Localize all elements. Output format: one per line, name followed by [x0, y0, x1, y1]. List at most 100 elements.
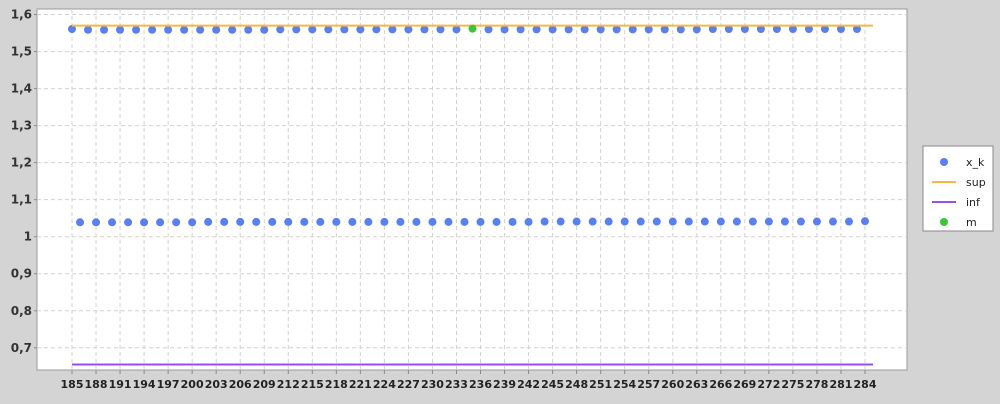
data-point-x-k	[652, 217, 661, 226]
data-point-x-k	[692, 25, 701, 34]
data-point-x-k	[748, 217, 757, 226]
data-point-x-k	[172, 218, 181, 227]
data-point-x-k	[276, 25, 285, 34]
data-point-x-k	[516, 25, 525, 34]
x-tick-label: 206	[229, 378, 252, 391]
x-tick-label: 227	[397, 378, 420, 391]
x-tick-label: 245	[541, 378, 564, 391]
x-tick-label: 221	[349, 378, 372, 391]
data-point-x-k	[668, 217, 677, 226]
y-tick-label: 0,7	[11, 341, 32, 355]
x-tick-label: 230	[421, 378, 444, 391]
data-point-x-k	[836, 24, 845, 33]
data-point-x-k	[140, 218, 149, 227]
x-tick-label: 275	[781, 378, 804, 391]
data-point-x-k	[812, 217, 821, 226]
data-point-x-k	[644, 25, 653, 34]
y-tick-label: 1,2	[11, 156, 32, 170]
data-point-x-k	[268, 217, 277, 226]
data-point-x-k	[84, 25, 93, 34]
data-point-x-k	[92, 218, 101, 227]
x-tick-label: 266	[709, 378, 732, 391]
x-tick-label: 233	[445, 378, 468, 391]
data-point-x-k	[732, 217, 741, 226]
data-point-x-k	[476, 217, 485, 226]
data-point-x-k	[460, 217, 469, 226]
data-point-x-k	[772, 24, 781, 33]
y-tick-label: 0,8	[11, 304, 32, 318]
x-tick-label: 203	[205, 378, 228, 391]
data-point-x-k	[716, 217, 725, 226]
x-tick-label: 209	[253, 378, 276, 391]
y-tick-label: 1,4	[11, 82, 32, 96]
data-point-x-k	[804, 24, 813, 33]
data-point-x-k	[404, 25, 413, 34]
data-point-x-k	[604, 217, 613, 226]
x-tick-label: 200	[181, 378, 204, 391]
x-tick-label: 242	[517, 378, 540, 391]
legend-label-m: m	[966, 216, 977, 229]
data-point-x-k	[660, 25, 669, 34]
data-point-x-k	[228, 25, 237, 34]
legend-box	[922, 145, 994, 232]
data-point-x-k	[76, 218, 85, 227]
data-point-x-k	[356, 25, 365, 34]
data-point-x-k	[364, 217, 373, 226]
x-tick-label: 254	[613, 378, 636, 391]
data-point-x-k	[68, 24, 76, 33]
data-point-x-k	[340, 25, 349, 34]
data-point-x-k	[700, 217, 709, 226]
y-tick-label: 1,3	[11, 119, 32, 133]
data-point-x-k	[764, 217, 773, 226]
data-point-x-k	[420, 25, 429, 34]
data-point-x-k	[548, 25, 557, 34]
x-tick-label: 263	[685, 378, 708, 391]
data-point-x-k	[500, 25, 509, 34]
data-point-x-k	[244, 25, 253, 34]
plot-area	[36, 8, 908, 371]
series-layer	[68, 24, 874, 366]
data-point-x-k	[108, 218, 117, 227]
data-point-x-k	[284, 217, 293, 226]
data-point-x-k	[324, 25, 333, 34]
data-point-x-k	[164, 25, 173, 34]
data-point-x-k	[596, 25, 605, 34]
x-tick-label: 218	[325, 378, 348, 391]
data-point-x-k	[524, 217, 533, 226]
x-tick-label: 272	[757, 378, 780, 391]
data-point-x-k	[580, 25, 589, 34]
legend-label-inf: inf	[966, 196, 981, 209]
data-point-x-k	[628, 25, 637, 34]
data-point-x-k	[188, 218, 197, 227]
data-point-x-k	[756, 24, 765, 33]
data-point-x-k	[844, 217, 853, 226]
x-tick-label: 269	[733, 378, 756, 391]
data-point-x-k	[492, 217, 501, 226]
data-point-x-k	[852, 24, 861, 33]
data-point-x-k	[308, 25, 317, 34]
legend-label-x-k: x_k	[966, 156, 985, 169]
data-point-x-k	[100, 25, 109, 34]
x-tick-label: 284	[854, 378, 877, 391]
x-tick-label: 224	[373, 378, 396, 391]
data-point-x-k	[861, 217, 869, 226]
y-tick-label: 0,9	[11, 267, 32, 281]
data-point-x-k	[372, 25, 381, 34]
data-point-x-k	[708, 24, 717, 33]
data-point-x-k	[724, 24, 733, 33]
data-point-x-k	[684, 217, 693, 226]
data-point-x-k	[332, 217, 341, 226]
data-point-x-k	[780, 217, 789, 226]
data-point-x-k	[196, 25, 205, 34]
y-tick-label: 1,6	[11, 8, 32, 22]
x-tick-label: 239	[493, 378, 516, 391]
x-tick-label: 257	[637, 378, 660, 391]
data-point-x-k	[300, 217, 309, 226]
data-point-x-k	[412, 217, 421, 226]
data-point-x-k	[484, 25, 493, 34]
data-point-x-k	[556, 217, 565, 226]
data-point-x-k	[436, 25, 445, 34]
